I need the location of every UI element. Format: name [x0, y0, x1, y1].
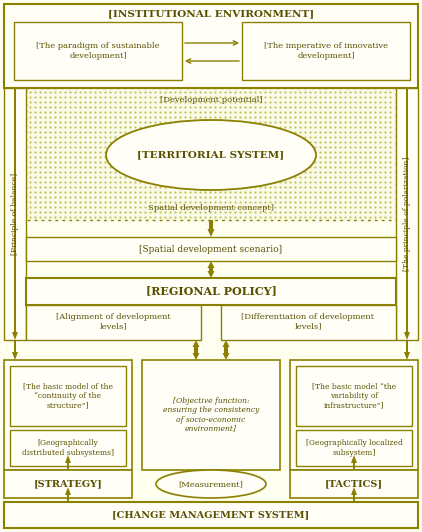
Polygon shape	[208, 271, 214, 278]
Bar	[4, 502, 418, 528]
Text: [REGIONAL POLICY]: [REGIONAL POLICY]	[146, 286, 276, 296]
Bar	[406, 340, 408, 352]
Polygon shape	[404, 352, 410, 360]
Polygon shape	[192, 340, 200, 347]
Bar	[225, 347, 227, 353]
Polygon shape	[222, 340, 230, 347]
Text: [INSTITUTIONAL ENVIRONMENT]: [INSTITUTIONAL ENVIRONMENT]	[108, 10, 314, 19]
Text: [CHANGE MANAGEMENT SYSTEM]: [CHANGE MANAGEMENT SYSTEM]	[112, 511, 310, 520]
Bar	[142, 360, 280, 470]
Bar	[26, 305, 201, 340]
Polygon shape	[351, 455, 357, 463]
Text: [TACTICS]: [TACTICS]	[325, 479, 383, 488]
Text: [TERRITORIAL SYSTEM]: [TERRITORIAL SYSTEM]	[138, 151, 284, 160]
Bar	[209, 220, 213, 229]
Text: [Development potential]: [Development potential]	[160, 96, 262, 104]
Bar	[221, 305, 396, 340]
Polygon shape	[208, 261, 214, 268]
Polygon shape	[192, 353, 200, 360]
Bar	[67, 495, 69, 502]
Text: [The imperative of innovative
development]: [The imperative of innovative developmen…	[264, 43, 388, 60]
Text: [Measurement]: [Measurement]	[179, 480, 243, 488]
Text: [The paradigm of sustainable
development]: [The paradigm of sustainable development…	[36, 43, 160, 60]
Bar	[296, 430, 412, 466]
Bar	[4, 470, 132, 498]
Bar	[195, 347, 197, 353]
Bar	[67, 463, 69, 470]
Bar	[242, 22, 410, 80]
Bar	[10, 430, 126, 466]
Bar	[353, 463, 355, 470]
Bar	[26, 278, 396, 305]
Bar	[396, 88, 418, 340]
Text: Spatial development concept]: Spatial development concept]	[148, 204, 274, 212]
Bar	[290, 360, 418, 470]
Bar	[10, 366, 126, 426]
Text: [Objective function:
ensuring the consistency
of socio-economic
environment]: [Objective function: ensuring the consis…	[163, 397, 259, 433]
Bar	[4, 360, 132, 470]
Polygon shape	[351, 487, 357, 495]
Bar	[353, 495, 355, 502]
Polygon shape	[12, 332, 18, 340]
Text: [Spatial development scenario]: [Spatial development scenario]	[139, 245, 283, 254]
Bar	[4, 88, 26, 340]
Bar	[14, 340, 16, 352]
Bar	[406, 88, 408, 332]
Text: [The basic model “the
variability of
infrastructure”]: [The basic model “the variability of inf…	[312, 383, 396, 409]
Text: [The basic model of the
“continuity of the
structure”]: [The basic model of the “continuity of t…	[23, 383, 113, 409]
Polygon shape	[222, 353, 230, 360]
Text: [The principle of polarization]: [The principle of polarization]	[403, 157, 411, 271]
Polygon shape	[12, 352, 18, 360]
Bar	[14, 88, 16, 332]
Text: [Principle of balance]: [Principle of balance]	[11, 173, 19, 255]
Polygon shape	[65, 487, 71, 495]
Bar	[14, 22, 182, 80]
Text: [STRATEGY]: [STRATEGY]	[34, 479, 103, 488]
Text: [Geographically
distributed subsystems]: [Geographically distributed subsystems]	[22, 439, 114, 456]
Polygon shape	[65, 455, 71, 463]
Bar	[26, 88, 396, 220]
Bar	[296, 366, 412, 426]
Polygon shape	[404, 332, 410, 340]
Bar	[4, 4, 418, 88]
Ellipse shape	[156, 470, 266, 498]
Bar	[290, 470, 418, 498]
Text: [Alignment of development
levels]: [Alignment of development levels]	[56, 313, 170, 330]
Polygon shape	[208, 229, 214, 237]
Ellipse shape	[106, 120, 316, 190]
Bar	[209, 268, 213, 271]
Text: [Differentiation of development
levels]: [Differentiation of development levels]	[241, 313, 375, 330]
Bar	[26, 237, 396, 261]
Text: [Geographically localized
subsystem]: [Geographically localized subsystem]	[306, 439, 403, 456]
